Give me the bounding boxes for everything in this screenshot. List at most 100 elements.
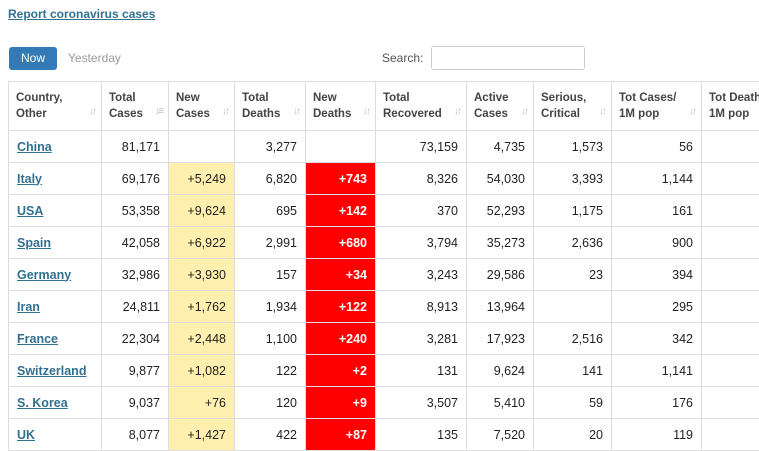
- header-label-line2: Cases: [109, 108, 143, 120]
- total-cases-cell: 8,077: [101, 418, 169, 451]
- header-row: Country, Other ↓↑ Total Cases ↓≡ New Cases ↓↑ Tot…: [8, 81, 759, 131]
- serious-critical-cell: 1,573: [533, 130, 612, 163]
- new-deaths-cell: [305, 130, 376, 163]
- tot-deaths-per-million-cell: [701, 386, 759, 419]
- sort-icon[interactable]: ↓↑: [222, 106, 230, 117]
- search-input[interactable]: [431, 46, 585, 70]
- total-deaths-cell: 1,934: [234, 290, 306, 323]
- tab-now[interactable]: Now: [9, 47, 57, 70]
- sort-desc-icon[interactable]: ↓≡: [155, 106, 164, 117]
- header-label-line1: Active: [474, 92, 509, 104]
- column-header-active-cases[interactable]: Active Cases ↓↑: [466, 81, 534, 131]
- country-link[interactable]: China: [17, 139, 52, 154]
- header-label-line1: New: [313, 92, 337, 104]
- country: Switzerland: [8, 354, 102, 387]
- header-label-line1: Country,: [16, 92, 63, 104]
- country: USA: [8, 194, 102, 227]
- total-cases-cell: 42,058: [101, 226, 169, 259]
- column-header-new-deaths[interactable]: New Deaths ↓↑: [305, 81, 376, 131]
- serious-critical-cell: [533, 290, 612, 323]
- total-deaths-cell: 122: [234, 354, 306, 387]
- sort-icon[interactable]: ↓↑: [689, 106, 697, 117]
- active-cases-cell: 9,624: [466, 354, 534, 387]
- sort-icon[interactable]: ↓↑: [454, 106, 462, 117]
- report-cases-link[interactable]: Report coronavirus cases: [8, 7, 156, 21]
- sort-icon[interactable]: ↓↑: [363, 106, 371, 117]
- table-row: Italy 69,176 +5,249 6,820 +743 8,326 54,030 3,3…: [8, 162, 759, 195]
- country-link[interactable]: Germany: [17, 267, 72, 282]
- country-link[interactable]: France: [17, 331, 58, 346]
- column-header-tot-deaths-per-million[interactable]: Tot Deaths/1M pop: [701, 81, 759, 131]
- table-row: China 81,171 3,277 73,159 4,735 1,573 56: [8, 130, 759, 163]
- country-link[interactable]: Italy: [17, 171, 43, 186]
- sort-icon[interactable]: ↓↑: [293, 106, 301, 117]
- header-label-line1: Serious,: [541, 92, 587, 104]
- country-link[interactable]: UK: [17, 427, 36, 442]
- table-row: USA 53,358 +9,624 695 +142 370 52,293 1,175 161: [8, 194, 759, 227]
- new-cases-cell: +5,249: [168, 162, 235, 195]
- new-deaths-cell: +142: [305, 194, 376, 227]
- tot-deaths-per-million-cell: [701, 130, 759, 163]
- header-label-line1: Tot Cases/: [619, 92, 677, 104]
- active-cases-cell: 29,586: [466, 258, 534, 291]
- new-deaths-cell: +9: [305, 386, 376, 419]
- header-label-line2: Cases: [474, 108, 508, 120]
- sort-icon[interactable]: ↓↑: [521, 106, 529, 117]
- total-recovered-cell: 3,507: [375, 386, 467, 419]
- tot-cases-per-million-cell: 1,141: [611, 354, 702, 387]
- total-deaths-cell: 422: [234, 418, 306, 451]
- tot-deaths-per-million-cell: [701, 226, 759, 259]
- new-cases-cell: +2,448: [168, 322, 235, 355]
- tot-cases-per-million-cell: 119: [611, 418, 702, 451]
- sort-icon[interactable]: ↓↑: [89, 106, 97, 117]
- new-cases-cell: +1,427: [168, 418, 235, 451]
- country-link[interactable]: Switzerland: [17, 363, 87, 378]
- tot-deaths-per-million-cell: [701, 258, 759, 291]
- table-row: Switzerland 9,877 +1,082 122 +2 131 9,624 141 1,…: [8, 354, 759, 387]
- column-header-total-deaths[interactable]: Total Deaths ↓↑: [234, 81, 306, 131]
- sort-icon[interactable]: ↓↑: [599, 106, 607, 117]
- new-cases-cell: +9,624: [168, 194, 235, 227]
- serious-critical-cell: 2,636: [533, 226, 612, 259]
- total-cases-cell: 9,037: [101, 386, 169, 419]
- tab-yesterday[interactable]: Yesterday: [68, 51, 121, 65]
- column-header-serious-critical[interactable]: Serious, Critical ↓↑: [533, 81, 612, 131]
- country-link[interactable]: Iran: [17, 299, 40, 314]
- tot-deaths-per-million-cell: [701, 162, 759, 195]
- active-cases-cell: 13,964: [466, 290, 534, 323]
- country-link[interactable]: Spain: [17, 235, 52, 250]
- search-label: Search:: [382, 51, 424, 65]
- header-label-line1: Total: [109, 92, 136, 104]
- cases-table: Country, Other ↓↑ Total Cases ↓≡ New Cases ↓↑ Tot…: [8, 81, 759, 451]
- column-header-new-cases[interactable]: New Cases ↓↑: [168, 81, 235, 131]
- total-deaths-cell: 120: [234, 386, 306, 419]
- serious-critical-cell: 23: [533, 258, 612, 291]
- country-link[interactable]: S. Korea: [17, 395, 68, 410]
- header-label-line2: Deaths: [242, 108, 281, 120]
- column-header-total-cases[interactable]: Total Cases ↓≡: [101, 81, 169, 131]
- cases-table-container: Country, Other ↓↑ Total Cases ↓≡ New Cases ↓↑ Tot…: [8, 81, 759, 451]
- active-cases-cell: 17,923: [466, 322, 534, 355]
- serious-critical-cell: 59: [533, 386, 612, 419]
- active-cases-cell: 5,410: [466, 386, 534, 419]
- active-cases-cell: 7,520: [466, 418, 534, 451]
- column-header-tot-cases-per-million[interactable]: Tot Cases/1M pop ↓↑: [611, 81, 702, 131]
- tot-deaths-per-million-cell: [701, 418, 759, 451]
- total-recovered-cell: 3,281: [375, 322, 467, 355]
- country: Germany: [8, 258, 102, 291]
- table-row: France 22,304 +2,448 1,100 +240 3,281 17,923 2,…: [8, 322, 759, 355]
- tot-cases-per-million-cell: 176: [611, 386, 702, 419]
- table-row: Iran 24,811 +1,762 1,934 +122 8,913 13,964 295: [8, 290, 759, 323]
- tot-deaths-per-million-cell: [701, 322, 759, 355]
- country-link[interactable]: USA: [17, 203, 44, 218]
- column-header-total-recovered[interactable]: Total Recovered ↓↑: [375, 81, 467, 131]
- serious-critical-cell: 1,175: [533, 194, 612, 227]
- country: Italy: [8, 162, 102, 195]
- column-header-country[interactable]: Country, Other ↓↑: [8, 81, 102, 131]
- new-deaths-cell: +34: [305, 258, 376, 291]
- header-label-line2: Cases: [176, 108, 210, 120]
- tot-cases-per-million-cell: 342: [611, 322, 702, 355]
- total-cases-cell: 22,304: [101, 322, 169, 355]
- header-label-line1: Total: [383, 92, 410, 104]
- total-deaths-cell: 3,277: [234, 130, 306, 163]
